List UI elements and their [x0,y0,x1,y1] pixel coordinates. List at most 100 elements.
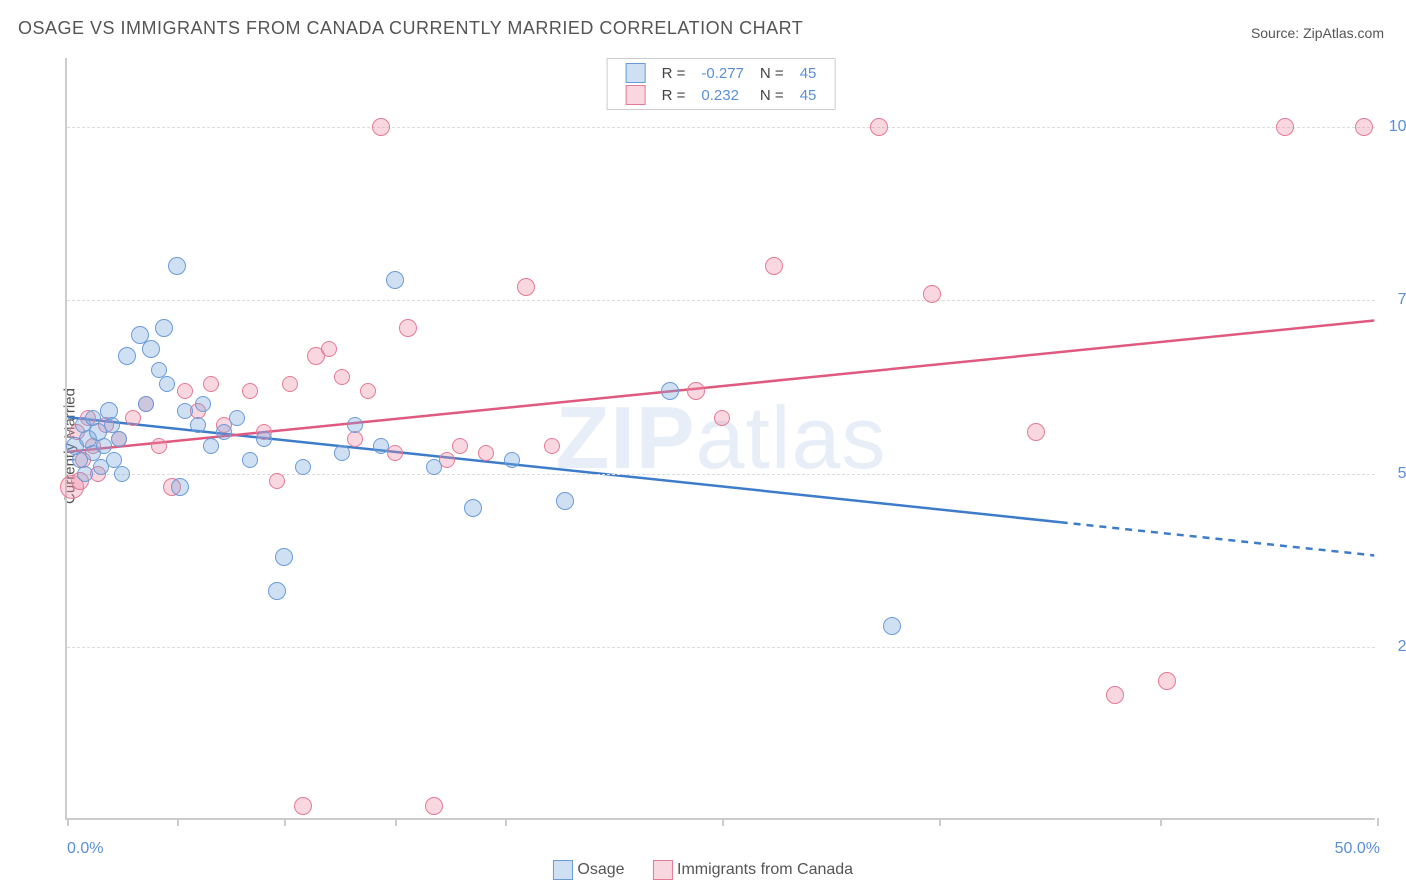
canada-point [870,118,888,136]
legend-label: Immigrants from Canada [677,861,853,878]
gridline [67,647,1375,648]
canada-point [1276,118,1294,136]
osage-point [661,382,679,400]
osage-point [242,452,258,468]
y-tick-label: 100.0% [1383,118,1406,136]
osage-point [111,431,127,447]
canada-point [242,383,258,399]
x-tick [722,818,724,826]
chart-title: OSAGE VS IMMIGRANTS FROM CANADA CURRENTL… [18,18,803,39]
legend-swatch [626,85,646,105]
osage-point [177,403,193,419]
scatter-chart: ZIPatlas R =-0.277N =45R = 0.232N =45 25… [65,58,1375,820]
n-label: N = [752,62,792,84]
osage-point [386,271,404,289]
gridline [67,127,1375,128]
canada-point [334,369,350,385]
osage-point [155,319,173,337]
canada-point [923,285,941,303]
y-tick-label: 25.0% [1383,638,1406,656]
x-tick [177,818,179,826]
canada-point [687,382,705,400]
n-label: N = [752,84,792,106]
canada-point [544,438,560,454]
osage-point [464,499,482,517]
legend-item: Osage [553,861,625,878]
osage-point [426,459,442,475]
canada-point [360,383,376,399]
series-legend: Osage Immigrants from Canada [539,860,867,880]
legend-item: Immigrants from Canada [653,861,854,878]
n-value: 45 [792,84,825,106]
osage-point [504,452,520,468]
x-tick [1160,818,1162,826]
canada-point [203,376,219,392]
osage-point [229,410,245,426]
x-tick [939,818,941,826]
osage-point [203,438,219,454]
canada-point [452,438,468,454]
legend-label: Osage [577,861,624,878]
osage-point [171,478,189,496]
x-tick [395,818,397,826]
gridline [67,474,1375,475]
legend-swatch [626,63,646,83]
r-label: R = [654,62,694,84]
osage-point [118,347,136,365]
osage-point [190,417,206,433]
canada-point [425,797,443,815]
source-label: Source: ZipAtlas.com [1251,25,1384,41]
canada-point [399,319,417,337]
osage-point [373,438,389,454]
osage-point [142,340,160,358]
osage-point [556,492,574,510]
canada-point [1158,672,1176,690]
legend-row: R =-0.277N =45 [618,62,825,84]
osage-point [334,445,350,461]
osage-point [256,431,272,447]
canada-point [151,438,167,454]
canada-point [517,278,535,296]
osage-point [195,396,211,412]
osage-point [96,438,112,454]
canada-point [294,797,312,815]
osage-point [347,417,363,433]
y-tick-label: 50.0% [1383,465,1406,483]
canada-point [1106,686,1124,704]
x-tick [67,818,69,826]
osage-point [168,257,186,275]
canada-point [1355,118,1373,136]
canada-point [347,431,363,447]
n-value: 45 [792,62,825,84]
x-tick [505,818,507,826]
legend-row: R = 0.232N =45 [618,84,825,106]
canada-point [177,383,193,399]
y-tick-label: 75.0% [1383,291,1406,309]
r-label: R = [654,84,694,106]
legend-swatch [653,860,673,880]
canada-point [269,473,285,489]
osage-point [275,548,293,566]
canada-point [714,410,730,426]
x-tick-label: 0.0% [67,840,103,858]
gridline [67,300,1375,301]
osage-point [295,459,311,475]
canada-point [1027,423,1045,441]
osage-point [77,466,93,482]
osage-point [883,617,901,635]
osage-point [159,376,175,392]
osage-point [138,396,154,412]
canada-point [765,257,783,275]
r-value: -0.277 [693,62,752,84]
canada-point [321,341,337,357]
canada-point [282,376,298,392]
x-tick [1377,818,1379,826]
correlation-legend: R =-0.277N =45R = 0.232N =45 [607,58,836,110]
osage-point [114,466,130,482]
osage-point [268,582,286,600]
legend-swatch [553,860,573,880]
canada-point [125,410,141,426]
canada-point [478,445,494,461]
r-value: 0.232 [693,84,752,106]
canada-point [372,118,390,136]
